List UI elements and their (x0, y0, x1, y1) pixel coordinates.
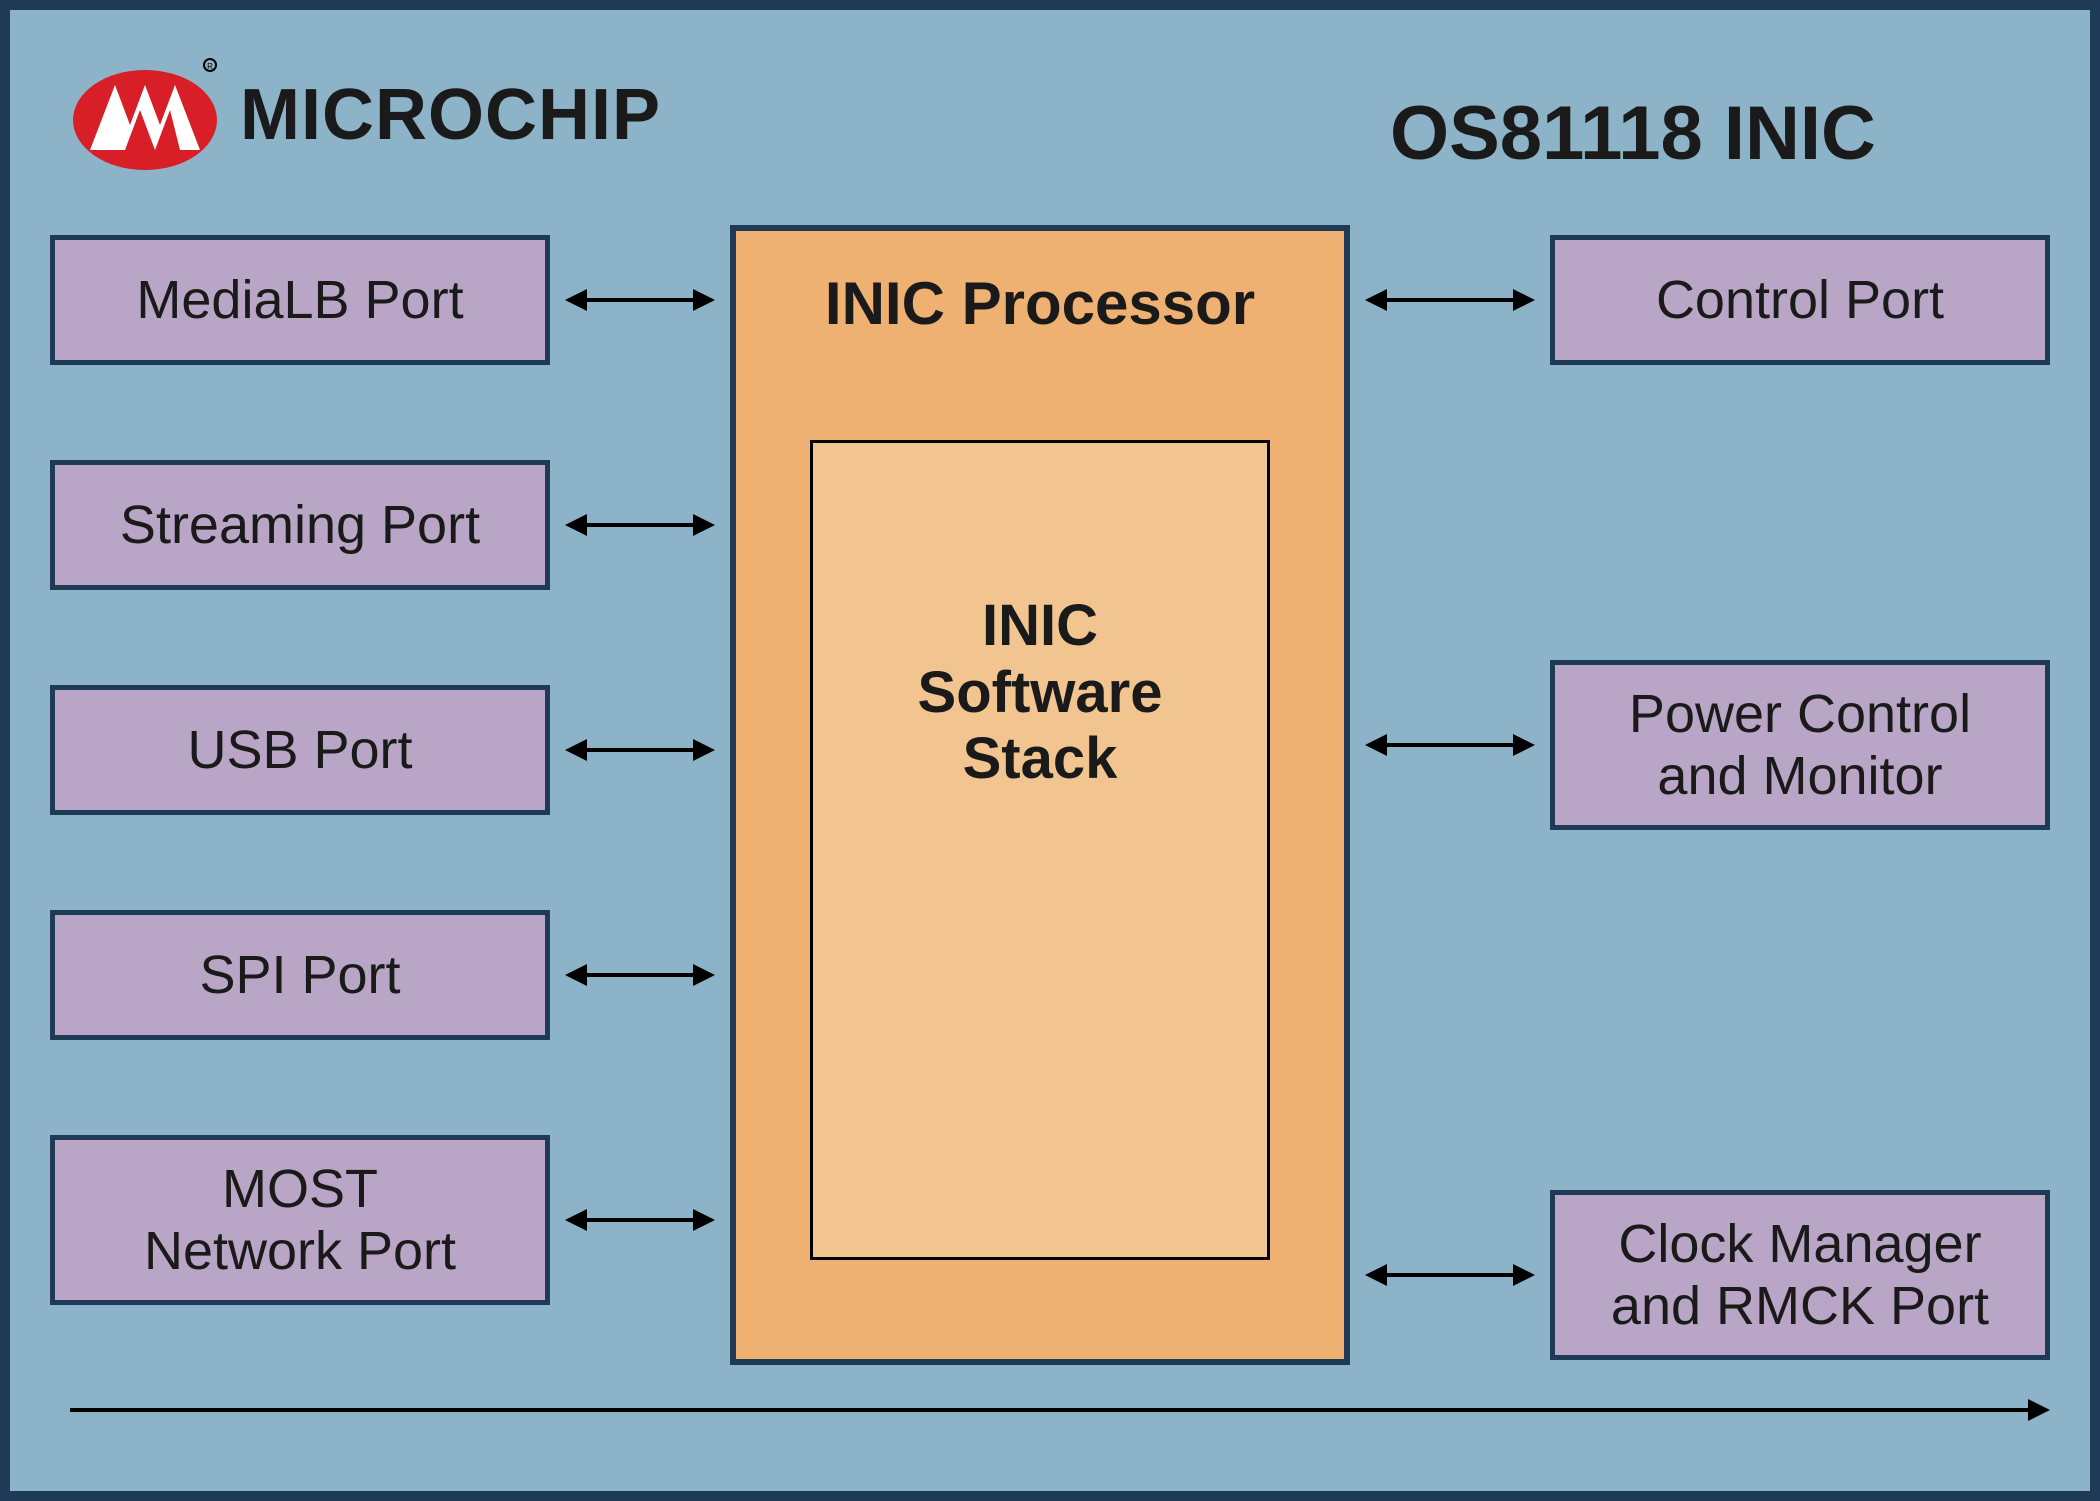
connector-line (587, 973, 693, 977)
bottom-connector-line (70, 1408, 2028, 1412)
left-port-medialb: MediaLB Port (50, 235, 550, 365)
arrow-head-right-icon (1513, 1264, 1535, 1286)
connector-line (587, 523, 693, 527)
arrow-head-right-icon (1513, 734, 1535, 756)
software-stack-label-line: Stack (963, 726, 1118, 793)
port-label: Control Port (1656, 269, 1944, 331)
arrow-head-left-icon (565, 739, 587, 761)
port-label: SPI Port (199, 944, 400, 1006)
right-port-power: Power Control and Monitor (1550, 660, 2050, 830)
arrow-head-right-icon (693, 1209, 715, 1231)
connector-line (1387, 298, 1513, 302)
company-logo: R MICROCHIP (70, 50, 661, 180)
left-port-streaming: Streaming Port (50, 460, 550, 590)
port-label: MOST Network Port (144, 1158, 456, 1282)
port-label: Power Control and Monitor (1629, 683, 1971, 807)
left-port-usb: USB Port (50, 685, 550, 815)
arrow-head-left-icon (1365, 734, 1387, 756)
port-label: Streaming Port (120, 494, 480, 556)
connector-line (587, 298, 693, 302)
connector-line (1387, 743, 1513, 747)
arrow-head-right-icon (693, 964, 715, 986)
product-title: OS81118 INIC (1390, 90, 1876, 177)
arrow-head-left-icon (565, 514, 587, 536)
connector-line (1387, 1273, 1513, 1277)
arrow-head-right-icon (693, 739, 715, 761)
software-stack-label-line: Software (918, 660, 1163, 727)
arrow-head-left-icon (1365, 289, 1387, 311)
connector-line (587, 1218, 693, 1222)
inic-processor-label: INIC Processor (825, 269, 1255, 338)
arrow-head-left-icon (565, 289, 587, 311)
left-port-spi: SPI Port (50, 910, 550, 1040)
software-stack-label-line: INIC (982, 593, 1098, 660)
diagram-canvas: R MICROCHIP OS81118 INIC INIC Processor INIC… (0, 0, 2100, 1501)
arrow-head-left-icon (1365, 1264, 1387, 1286)
left-port-most: MOST Network Port (50, 1135, 550, 1305)
port-label: MediaLB Port (136, 269, 463, 331)
arrow-head-left-icon (565, 964, 587, 986)
right-port-control: Control Port (1550, 235, 2050, 365)
right-port-clock: Clock Manager and RMCK Port (1550, 1190, 2050, 1360)
port-label: Clock Manager and RMCK Port (1611, 1213, 1989, 1337)
company-name: MICROCHIP (240, 74, 661, 156)
arrow-head-right-icon (1513, 289, 1535, 311)
arrow-head-right-icon (2028, 1399, 2050, 1421)
svg-text:R: R (207, 62, 213, 71)
inic-software-stack-block: INICSoftwareStack (810, 440, 1270, 1260)
arrow-head-right-icon (693, 514, 715, 536)
arrow-head-left-icon (565, 1209, 587, 1231)
arrow-head-right-icon (693, 289, 715, 311)
port-label: USB Port (187, 719, 412, 781)
microchip-mark-icon: R (70, 55, 220, 175)
connector-line (587, 748, 693, 752)
